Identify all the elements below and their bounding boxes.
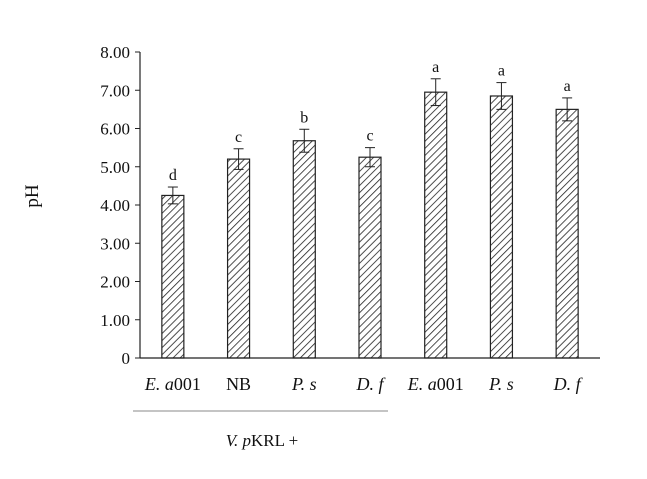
significance-letter: a — [498, 63, 505, 80]
y-tick-labels: 0 1.00 2.00 3.00 4.00 5.00 6.00 7.00 8.00 — [100, 43, 140, 368]
x-tick-label: E. a001 — [144, 374, 201, 394]
x-tick-label-rest: NB — [226, 374, 251, 394]
significance-letter: c — [235, 129, 242, 146]
x-tick-label: P. s — [291, 374, 317, 394]
group-label-rest: KRL + — [251, 431, 298, 450]
x-tick-label: NB — [226, 374, 251, 394]
x-tick-label-italic: P. s — [488, 374, 514, 394]
bar — [424, 91, 448, 359]
bar — [292, 140, 316, 359]
x-tick-labels: E. a001 NB P. s D. f E. a001 P. s D. f — [144, 374, 584, 394]
x-tick-label: E. a001 — [407, 374, 464, 394]
x-tick-label: D. f — [553, 374, 584, 394]
y-tick-label: 0 — [122, 349, 131, 368]
significance-letter: b — [300, 109, 308, 126]
y-tick-label: 3.00 — [100, 234, 130, 253]
x-tick-label: D. f — [356, 374, 387, 394]
x-tick-label-rest: 001 — [437, 374, 464, 394]
significance-letter: a — [432, 59, 439, 76]
y-tick-label: 8.00 — [100, 43, 130, 62]
bar — [358, 156, 382, 359]
bar — [226, 158, 251, 359]
y-tick-label: 2.00 — [100, 273, 130, 292]
significance-letter: a — [564, 78, 571, 95]
y-tick-label: 1.00 — [100, 311, 130, 330]
bars: d c b c a a a — [161, 59, 579, 359]
y-tick-label: 4.00 — [100, 196, 130, 215]
x-tick-label-rest: 001 — [174, 374, 201, 394]
y-axis-label: pH — [22, 184, 43, 208]
y-tick-label: 6.00 — [100, 120, 130, 139]
x-tick-label-italic: D. f — [553, 374, 584, 394]
y-tick-label: 7.00 — [100, 81, 130, 100]
group-label-italic: V. p — [226, 431, 251, 450]
group-label: V. pKRL + — [226, 431, 298, 450]
bar — [161, 194, 185, 359]
x-tick-label-italic: E. a — [407, 374, 437, 394]
x-tick-label-italic: P. s — [291, 374, 317, 394]
y-tick-label: 5.00 — [100, 158, 130, 177]
significance-letter: c — [366, 128, 373, 145]
x-tick-label-italic: D. f — [356, 374, 387, 394]
significance-letter: d — [169, 167, 177, 184]
x-tick-label: P. s — [488, 374, 514, 394]
x-tick-label-italic: E. a — [144, 374, 174, 394]
bar — [489, 95, 514, 359]
bar — [555, 108, 579, 359]
